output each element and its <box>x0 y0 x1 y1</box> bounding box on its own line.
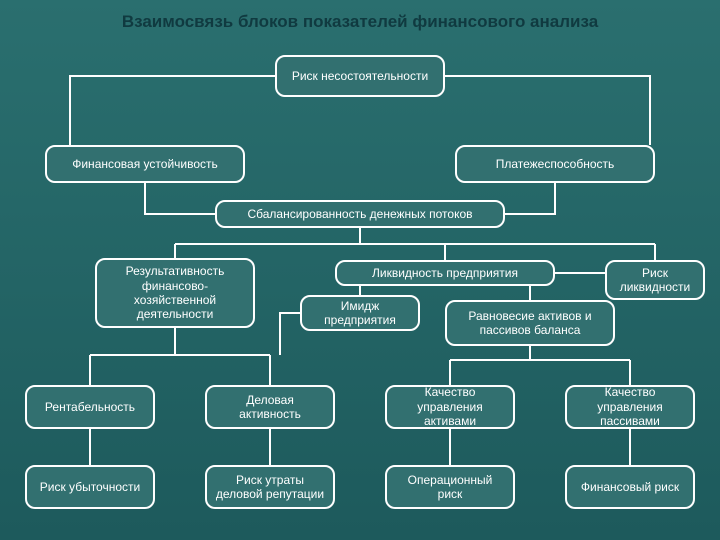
edge <box>280 313 300 355</box>
node-n15: Риск утраты деловой репутации <box>205 465 335 509</box>
node-n17: Финансовый риск <box>565 465 695 509</box>
edge <box>70 76 275 145</box>
node-n8: Имидж предприятия <box>300 295 420 331</box>
edge <box>145 183 215 214</box>
node-n11: Деловая активность <box>205 385 335 429</box>
node-n7: Риск ликвидности <box>605 260 705 300</box>
node-n14: Риск убыточности <box>25 465 155 509</box>
node-n9: Равновесие активов и пассивов баланса <box>445 300 615 346</box>
node-n12: Качество управления активами <box>385 385 515 429</box>
node-n2: Финансовая устойчивость <box>45 145 245 183</box>
node-n13: Качество управления пассивами <box>565 385 695 429</box>
diagram-canvas: Взаимосвязь блоков показателей финансово… <box>0 0 720 540</box>
node-n16: Операционный риск <box>385 465 515 509</box>
node-n5: Результативность финансово-хозяйственной… <box>95 258 255 328</box>
node-n1: Риск несостоятельности <box>275 55 445 97</box>
diagram-title: Взаимосвязь блоков показателей финансово… <box>80 12 640 32</box>
edge <box>445 76 650 145</box>
node-n6: Ликвидность предприятия <box>335 260 555 286</box>
node-n4: Сбалансированность денежных потоков <box>215 200 505 228</box>
edge <box>505 183 555 214</box>
node-n10: Рентабельность <box>25 385 155 429</box>
node-n3: Платежеспособность <box>455 145 655 183</box>
